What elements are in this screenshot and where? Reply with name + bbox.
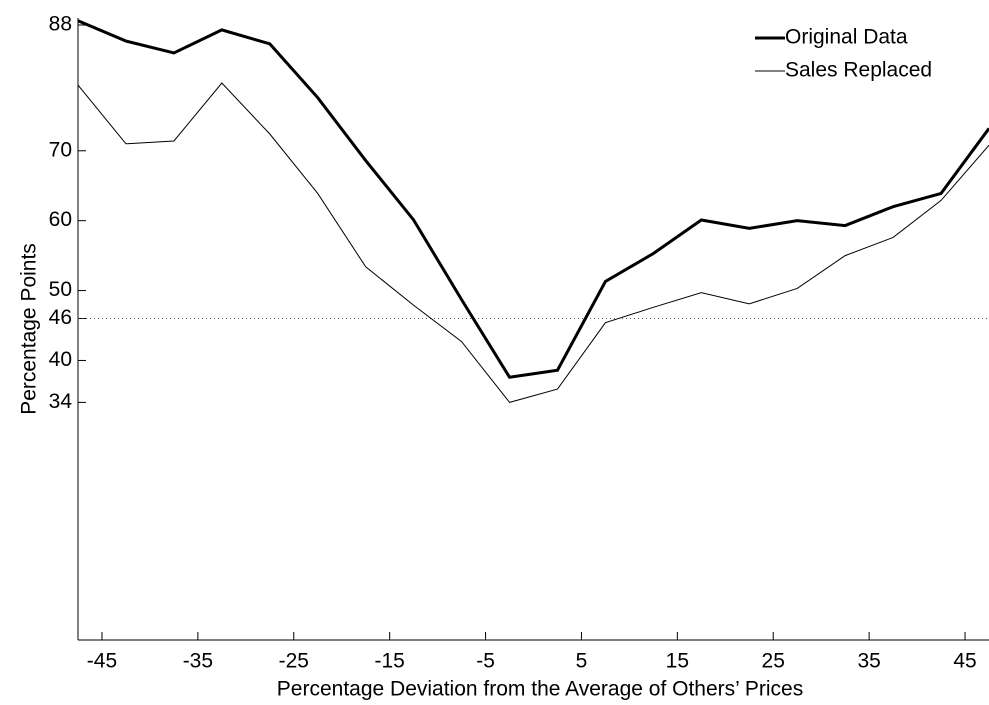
x-tick-label: 15 (666, 650, 689, 673)
data-line (78, 19, 989, 379)
x-tick-label: -5 (476, 650, 495, 673)
data-line (78, 82, 989, 403)
y-axis-label: Percentage Points (18, 243, 41, 415)
x-tick-label: 5 (576, 650, 588, 673)
y-tick-label: 46 (49, 306, 72, 329)
legend-label: Sales Replaced (785, 59, 932, 82)
x-tick-label: -25 (279, 650, 309, 673)
y-tick-label: 50 (49, 278, 72, 301)
y-tick-label: 40 (49, 348, 72, 371)
y-tick-label: 88 (49, 13, 72, 36)
x-tick-label: -35 (183, 650, 213, 673)
x-tick-label: -45 (87, 650, 117, 673)
legend-label: Original Data (785, 26, 908, 49)
x-tick-label: 35 (857, 650, 880, 673)
y-tick-label: 70 (49, 138, 72, 161)
plot-area (78, 19, 989, 403)
y-tick-label: 60 (49, 208, 72, 231)
x-axis-label: Percentage Deviation from the Average of… (277, 678, 803, 701)
x-tick-label: -15 (374, 650, 404, 673)
x-tick-label: 25 (762, 650, 785, 673)
y-tick-label: 34 (49, 390, 73, 413)
x-tick-label: 45 (953, 650, 976, 673)
